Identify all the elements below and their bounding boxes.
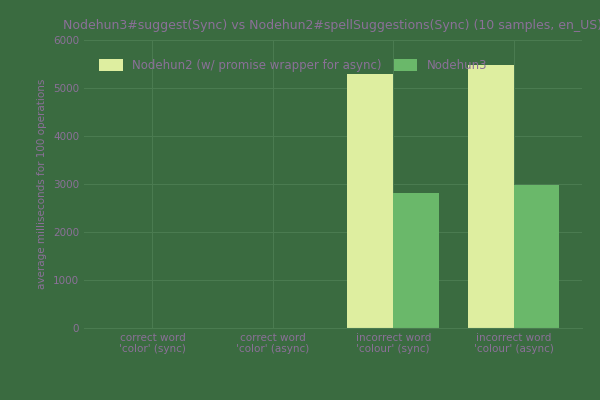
Y-axis label: average milliseconds for 100 operations: average milliseconds for 100 operations [37, 79, 47, 289]
Bar [514, 185, 559, 328]
Bar [468, 65, 514, 328]
Legend: Nodehun2 (w/ promise wrapper for async), Nodehun3: Nodehun2 (w/ promise wrapper for async),… [94, 54, 492, 77]
Bar [393, 193, 439, 328]
Bar [347, 74, 393, 328]
Title: Nodehun3#suggest(Sync) vs Nodehun2#spellSuggestions(Sync) (10 samples, en_US): Nodehun3#suggest(Sync) vs Nodehun2#spell… [64, 19, 600, 32]
